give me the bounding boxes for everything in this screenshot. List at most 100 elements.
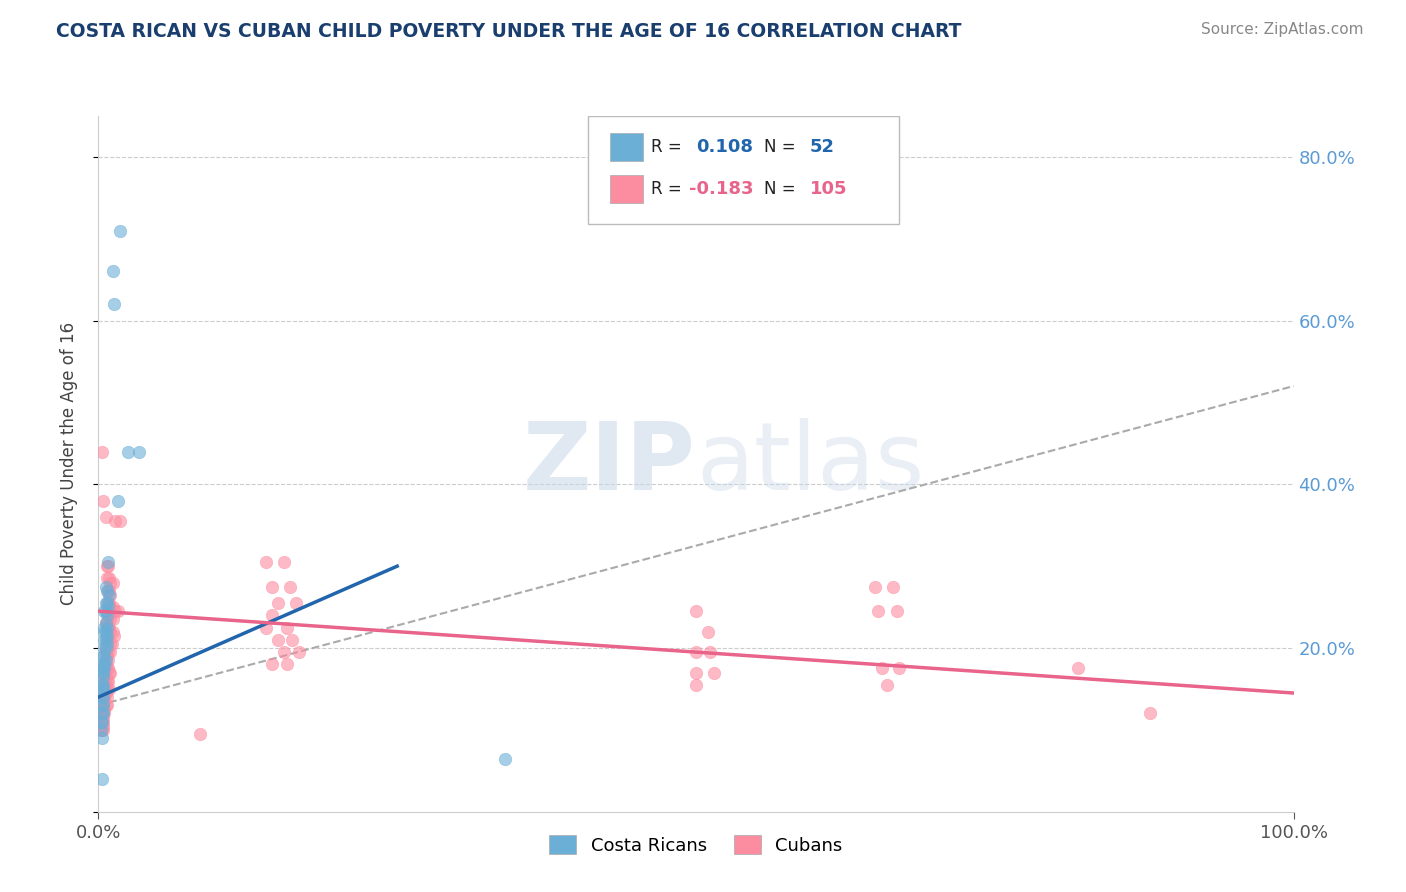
Point [98,665,121,680]
Point [91,719,114,733]
Point [97,673,120,688]
Bar [610,175,644,203]
Point [276,621,298,635]
Point [93,702,115,716]
Point [188,727,211,741]
Point [97,653,120,667]
Point [91,710,114,724]
Point [699,645,721,659]
Point [98,600,122,615]
Point [872,661,894,675]
Point [96,559,118,574]
Text: N =: N = [763,138,801,156]
Point [103,629,125,643]
Point [101,575,124,590]
Point [128,444,150,458]
Point [90,723,112,737]
Point [101,624,124,639]
Point [96,596,118,610]
FancyBboxPatch shape [588,116,900,224]
Point [97,600,120,615]
Point [94,616,117,631]
Point [91,665,114,680]
Point [97,583,120,598]
Point [96,621,118,635]
Point [93,649,115,664]
Point [93,621,115,635]
Text: Source: ZipAtlas.com: Source: ZipAtlas.com [1201,22,1364,37]
Point [94,649,117,664]
Point [91,678,114,692]
Point [90,714,112,729]
Point [93,624,115,639]
Point [94,640,117,655]
Point [91,772,114,786]
Point [91,681,114,696]
Point [96,681,118,696]
Point [91,681,114,696]
Point [91,731,114,745]
Point [96,637,118,651]
Point [254,555,277,569]
Point [91,694,114,708]
Point [93,686,115,700]
Point [97,645,120,659]
Point [104,514,127,528]
Point [876,678,898,692]
Point [98,575,122,590]
Point [94,616,117,631]
Point [94,604,117,618]
Point [97,596,120,610]
Point [97,608,120,623]
Point [91,719,114,733]
Point [98,612,122,626]
Point [866,604,889,618]
Point [267,596,290,610]
Point [94,698,117,713]
Point [91,649,114,664]
Point [260,657,283,672]
Point [91,723,114,737]
Point [93,694,115,708]
Point [93,661,115,675]
Point [93,632,115,647]
Point [108,223,131,237]
Point [91,678,114,692]
Point [91,661,114,675]
Point [281,632,304,647]
Point [97,661,120,675]
Point [94,670,117,684]
Point [93,657,115,672]
Text: -0.183: -0.183 [689,180,754,198]
Point [91,698,114,713]
Text: 0.108: 0.108 [696,138,754,156]
Point [685,645,707,659]
Point [91,710,114,724]
Point [98,583,121,598]
Point [98,645,122,659]
Point [96,649,118,664]
Point [685,604,707,618]
Point [93,670,115,684]
Text: N =: N = [763,180,801,198]
Point [93,657,115,672]
Point [93,678,115,692]
Point [96,583,118,598]
Y-axis label: Child Poverty Under the Age of 16: Child Poverty Under the Age of 16 [59,322,77,606]
Point [288,645,311,659]
Point [94,678,117,692]
Text: ZIP: ZIP [523,417,696,510]
Point [91,714,114,729]
Point [94,624,117,639]
Text: atlas: atlas [696,417,924,510]
Point [494,751,516,765]
Point [94,686,117,700]
Point [267,632,290,647]
Point [91,723,114,737]
Point [882,580,904,594]
Point [103,297,125,311]
Point [273,645,295,659]
Point [94,580,117,594]
Point [97,632,120,647]
Point [96,629,118,643]
